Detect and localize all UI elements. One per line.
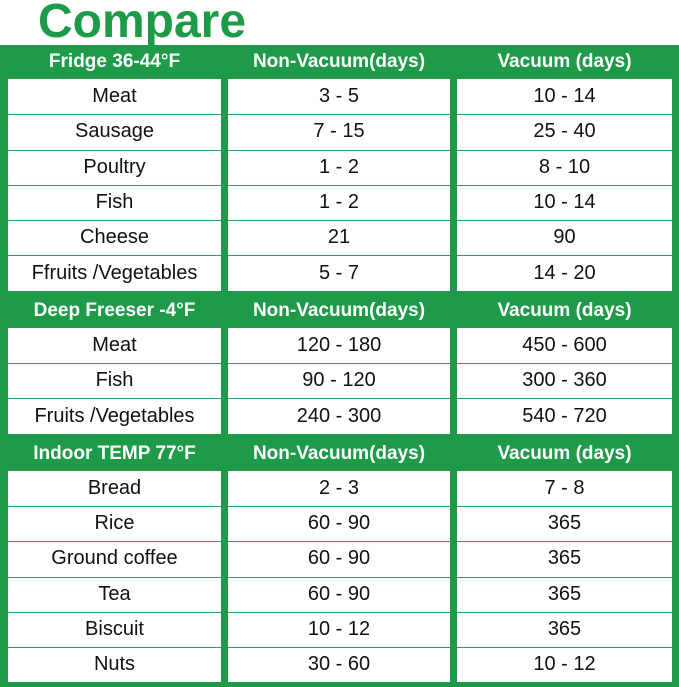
table-cell-item: Tea bbox=[8, 577, 221, 613]
column-header-non-vacuum: Non-Vacuum(days) bbox=[252, 442, 426, 464]
table-cell-vacuum: 25 - 40 bbox=[457, 114, 672, 151]
table-column-non-vacuum: 2 - 3 60 - 90 60 - 90 60 - 90 10 - 12 30 - 60 bbox=[228, 470, 450, 683]
table-column-vacuum: 7 - 8 365 365 365 365 10 - 12 bbox=[457, 470, 672, 683]
table-cell-item: Ground coffee bbox=[8, 541, 221, 578]
table-cell-vacuum: 540 - 720 bbox=[522, 404, 607, 427]
table-cell-item: Nuts bbox=[93, 653, 136, 676]
table-cell-non-vacuum: 60 - 90 bbox=[228, 577, 450, 613]
table-cell-vacuum: 8 - 10 bbox=[457, 150, 672, 186]
table-cell-item: Cheese bbox=[8, 220, 221, 257]
table-column-item: Bread Rice Ground coffee Tea Biscuit Nuts bbox=[8, 470, 221, 683]
table-cell-item: Fish bbox=[8, 185, 221, 222]
table-cell-non-vacuum: 60 - 90 bbox=[228, 541, 450, 578]
column-header-non-vacuum: Non-Vacuum(days) bbox=[252, 299, 426, 321]
table-column-item: Meat Sausage Poultry Fish Cheese Ffruits /Veg… bbox=[8, 79, 221, 291]
table-cell-non-vacuum: 240 - 300 bbox=[296, 404, 382, 427]
table-cell-vacuum: 7 - 8 bbox=[457, 471, 672, 507]
column-header-non-vacuum: Non-Vacuum(days) bbox=[252, 51, 426, 72]
table-cell-non-vacuum: 3 - 5 bbox=[228, 79, 450, 116]
table-cell-vacuum: 10 - 12 bbox=[533, 653, 596, 676]
table-cell-non-vacuum: 21 bbox=[228, 220, 450, 257]
table-cell-vacuum: 14 - 20 bbox=[533, 261, 596, 284]
table-cell-item: Fish bbox=[8, 363, 221, 400]
table-cell-vacuum: 365 bbox=[457, 506, 672, 543]
table-cell-item: Rice bbox=[8, 506, 221, 543]
table-cell-item: Sausage bbox=[8, 114, 221, 151]
table-cell-vacuum: 365 bbox=[457, 577, 672, 613]
table-column-non-vacuum: 120 - 180 90 - 120 240 - 300 bbox=[228, 327, 450, 434]
table-cell-item: Fruits /Vegetables bbox=[34, 404, 195, 427]
section-header: Deep Freeser -4°F bbox=[33, 299, 196, 321]
table-column-vacuum: 10 - 14 25 - 40 8 - 10 10 - 14 90 14 - 20 bbox=[457, 79, 672, 291]
table-cell-item: Meat bbox=[8, 328, 221, 365]
page-title: Compare bbox=[38, 0, 247, 48]
table-cell-non-vacuum: 30 - 60 bbox=[307, 653, 371, 676]
table-cell-non-vacuum: 120 - 180 bbox=[228, 328, 450, 365]
column-header-vacuum: Vacuum (days) bbox=[497, 51, 632, 72]
comparison-table: Fridge 36-44°F Non-Vacuum(days) Vacuum (da… bbox=[0, 45, 679, 687]
table-cell-non-vacuum: 2 - 3 bbox=[228, 471, 450, 507]
table-column-vacuum: 450 - 600 300 - 360 540 - 720 bbox=[457, 327, 672, 434]
table-cell-non-vacuum: 10 - 12 bbox=[228, 612, 450, 649]
table-cell-non-vacuum: 7 - 15 bbox=[228, 114, 450, 151]
column-header-vacuum: Vacuum (days) bbox=[497, 299, 632, 321]
table-cell-vacuum: 450 - 600 bbox=[457, 328, 672, 365]
section-header: Indoor TEMP 77°F bbox=[33, 442, 196, 464]
table-cell-vacuum: 365 bbox=[457, 612, 672, 649]
table-cell-non-vacuum: 1 - 2 bbox=[228, 185, 450, 222]
table-cell-vacuum: 90 bbox=[457, 220, 672, 257]
table-cell-item: Ffruits /Vegetables bbox=[31, 261, 198, 284]
column-header-vacuum: Vacuum (days) bbox=[497, 442, 632, 464]
table-cell-vacuum: 300 - 360 bbox=[457, 363, 672, 400]
table-cell-item: Meat bbox=[8, 79, 221, 116]
table-cell-item: Poultry bbox=[8, 150, 221, 186]
table-cell-non-vacuum: 5 - 7 bbox=[318, 261, 360, 284]
table-cell-vacuum: 365 bbox=[457, 541, 672, 578]
table-cell-item: Biscuit bbox=[8, 612, 221, 649]
section-header: Fridge 36-44°F bbox=[48, 51, 181, 72]
table-cell-vacuum: 10 - 14 bbox=[457, 185, 672, 222]
table-cell-non-vacuum: 90 - 120 bbox=[228, 363, 450, 400]
table-column-item: Meat Fish Fruits /Vegetables bbox=[8, 327, 221, 434]
table-cell-non-vacuum: 60 - 90 bbox=[228, 506, 450, 543]
table-cell-non-vacuum: 1 - 2 bbox=[228, 150, 450, 186]
table-cell-vacuum: 10 - 14 bbox=[457, 79, 672, 116]
table-cell-item: Bread bbox=[8, 471, 221, 507]
